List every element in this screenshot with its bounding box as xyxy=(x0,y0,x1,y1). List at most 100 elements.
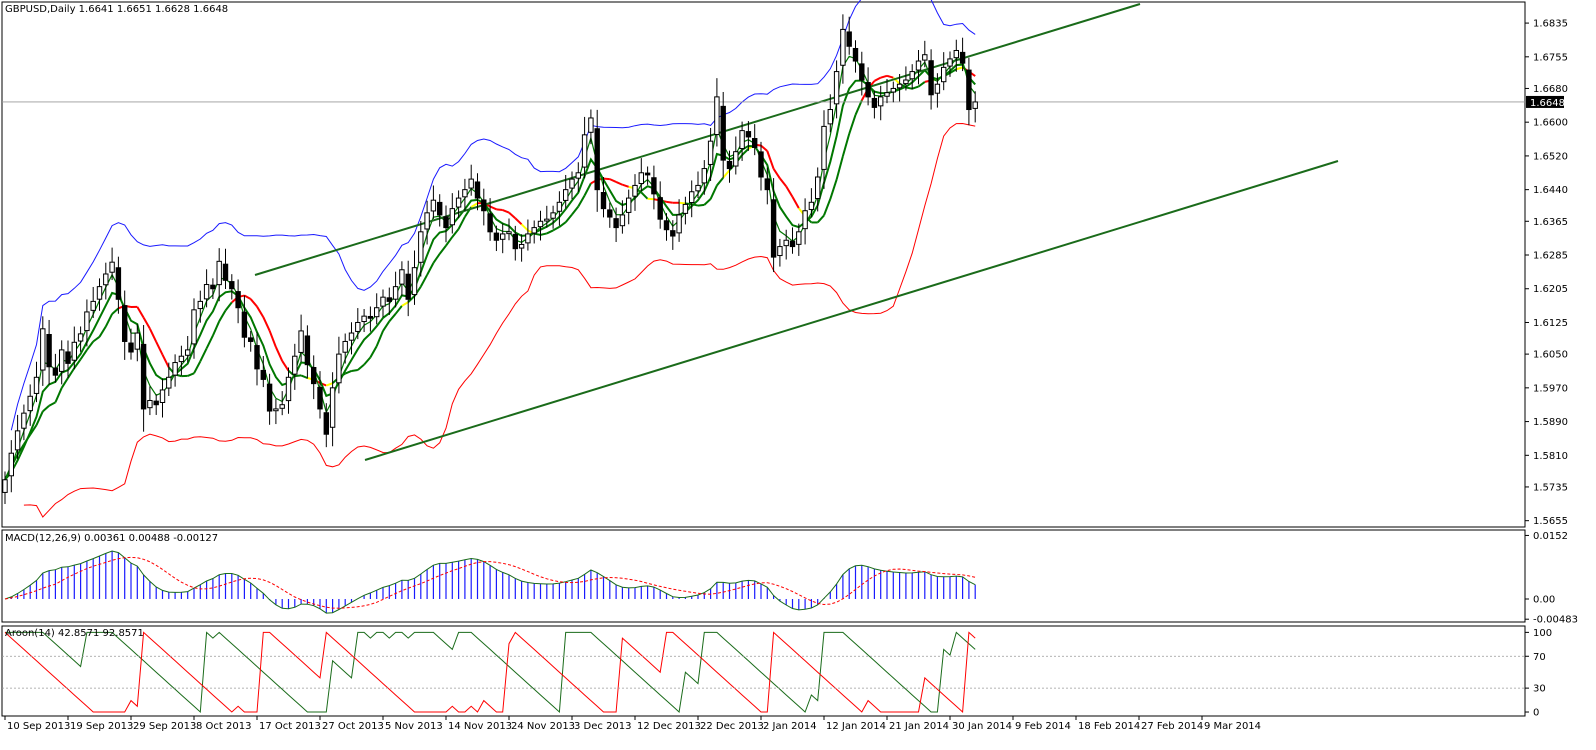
candle-body xyxy=(866,83,870,97)
bollinger-lower-band xyxy=(24,124,975,518)
candle-body xyxy=(47,335,51,367)
candle-body xyxy=(538,221,542,226)
date-axis-label: 19 Sep 2013 xyxy=(70,721,133,732)
candle-body xyxy=(753,139,757,148)
ma-slow-segment xyxy=(534,234,540,235)
candle-body xyxy=(740,131,744,149)
price-axis-label: 1.5970 xyxy=(1533,383,1568,394)
candle-body xyxy=(431,200,435,211)
ma-slow-segment xyxy=(490,207,496,210)
candle-body xyxy=(438,202,442,215)
ma-slow-segment xyxy=(345,371,351,374)
price-axis-label: 1.6050 xyxy=(1533,350,1568,361)
candle-body xyxy=(841,29,845,65)
candle-body xyxy=(708,141,712,164)
candle-body xyxy=(179,356,183,361)
candle-body xyxy=(551,213,555,218)
price-axis-label: 1.6205 xyxy=(1533,284,1568,295)
date-axis-label: 30 Jan 2014 xyxy=(952,721,1012,732)
ma-slow-segment xyxy=(144,318,150,329)
price-axis-label: 1.5890 xyxy=(1533,417,1568,428)
ma-slow-segment xyxy=(585,183,591,195)
ma-slow-segment xyxy=(881,76,887,78)
ma-medium-line xyxy=(5,65,975,480)
ma-slow-segment xyxy=(364,357,370,364)
ma-slow-segment xyxy=(377,331,383,346)
candle-body xyxy=(532,228,536,233)
candle-body xyxy=(41,329,45,370)
candle-body xyxy=(223,264,227,280)
candle-body xyxy=(400,270,404,284)
ma-slow-segment xyxy=(515,218,521,224)
date-axis-label: 21 Jan 2014 xyxy=(889,721,949,732)
ma-slow-segment xyxy=(679,203,685,204)
aroon-axis-label: 0 xyxy=(1533,708,1539,719)
ma-slow-segment xyxy=(112,308,118,314)
ma-slow-segment xyxy=(906,88,912,89)
candle-body xyxy=(280,405,284,409)
candle-body xyxy=(154,401,158,405)
candle-body xyxy=(879,97,883,106)
date-axis-label: 9 Feb 2014 xyxy=(1015,721,1071,732)
candle-body xyxy=(85,312,89,331)
candle-body xyxy=(349,333,353,340)
candle-body xyxy=(53,368,57,375)
ma-slow-segment xyxy=(547,230,553,233)
candle-body xyxy=(299,331,303,353)
candle-body xyxy=(828,110,832,124)
date-axis-label: 9 Mar 2014 xyxy=(1204,721,1261,732)
ma-slow-segment xyxy=(188,373,194,376)
price-axis-label: 1.6125 xyxy=(1533,318,1568,329)
upper-trend-channel-line xyxy=(255,4,1140,275)
candle-body xyxy=(677,215,681,233)
ma-slow-segment xyxy=(87,342,93,350)
candle-body xyxy=(148,400,152,407)
ma-slow-segment xyxy=(421,275,427,287)
candle-body xyxy=(545,219,549,221)
candle-body xyxy=(204,285,208,299)
price-axis-label: 1.6835 xyxy=(1533,19,1568,30)
ma-slow-segment xyxy=(553,227,559,231)
date-axis-label: 3 Dec 2013 xyxy=(574,721,632,732)
ma-slow-segment xyxy=(370,346,376,357)
ma-slow-segment xyxy=(509,213,515,219)
candle-body xyxy=(249,338,253,342)
date-axis-label: 22 Dec 2013 xyxy=(700,721,764,732)
candle-body xyxy=(734,152,738,166)
ma-slow-segment xyxy=(49,402,55,405)
candle-body xyxy=(797,232,801,245)
ma-slow-segment xyxy=(282,361,288,371)
candle-body xyxy=(305,336,309,365)
candle-body xyxy=(658,198,662,220)
candle-body xyxy=(564,190,568,201)
ma-slow-segment xyxy=(446,237,452,246)
candle-body xyxy=(78,334,82,341)
ma-slow-segment xyxy=(578,196,584,207)
candle-body xyxy=(935,84,939,93)
ma-slow-segment xyxy=(433,254,439,263)
candle-body xyxy=(330,388,334,427)
ma-slow-segment xyxy=(572,207,578,215)
candle-body xyxy=(198,301,202,308)
candle-body xyxy=(22,413,26,428)
candle-body xyxy=(230,282,234,289)
candle-body xyxy=(834,72,838,104)
candle-body xyxy=(526,234,530,243)
candle-body xyxy=(324,413,328,435)
candle-body xyxy=(444,217,448,228)
candle-body xyxy=(595,129,599,190)
candle-body xyxy=(784,240,788,245)
aroon-axis-label: 100 xyxy=(1533,628,1552,639)
macd-axis-label: -0.00483 xyxy=(1533,615,1578,626)
candle-body xyxy=(960,52,964,63)
price-axis-label: 1.6285 xyxy=(1533,251,1568,262)
ma-slow-segment xyxy=(667,202,673,203)
ma-slow-segment xyxy=(622,185,628,187)
candle-body xyxy=(456,198,460,207)
date-axis-label: 24 Nov 2013 xyxy=(511,721,575,732)
ma-slow-segment xyxy=(956,67,962,69)
ma-slow-segment xyxy=(150,329,156,342)
candle-body xyxy=(362,316,366,321)
candle-body xyxy=(343,341,347,352)
